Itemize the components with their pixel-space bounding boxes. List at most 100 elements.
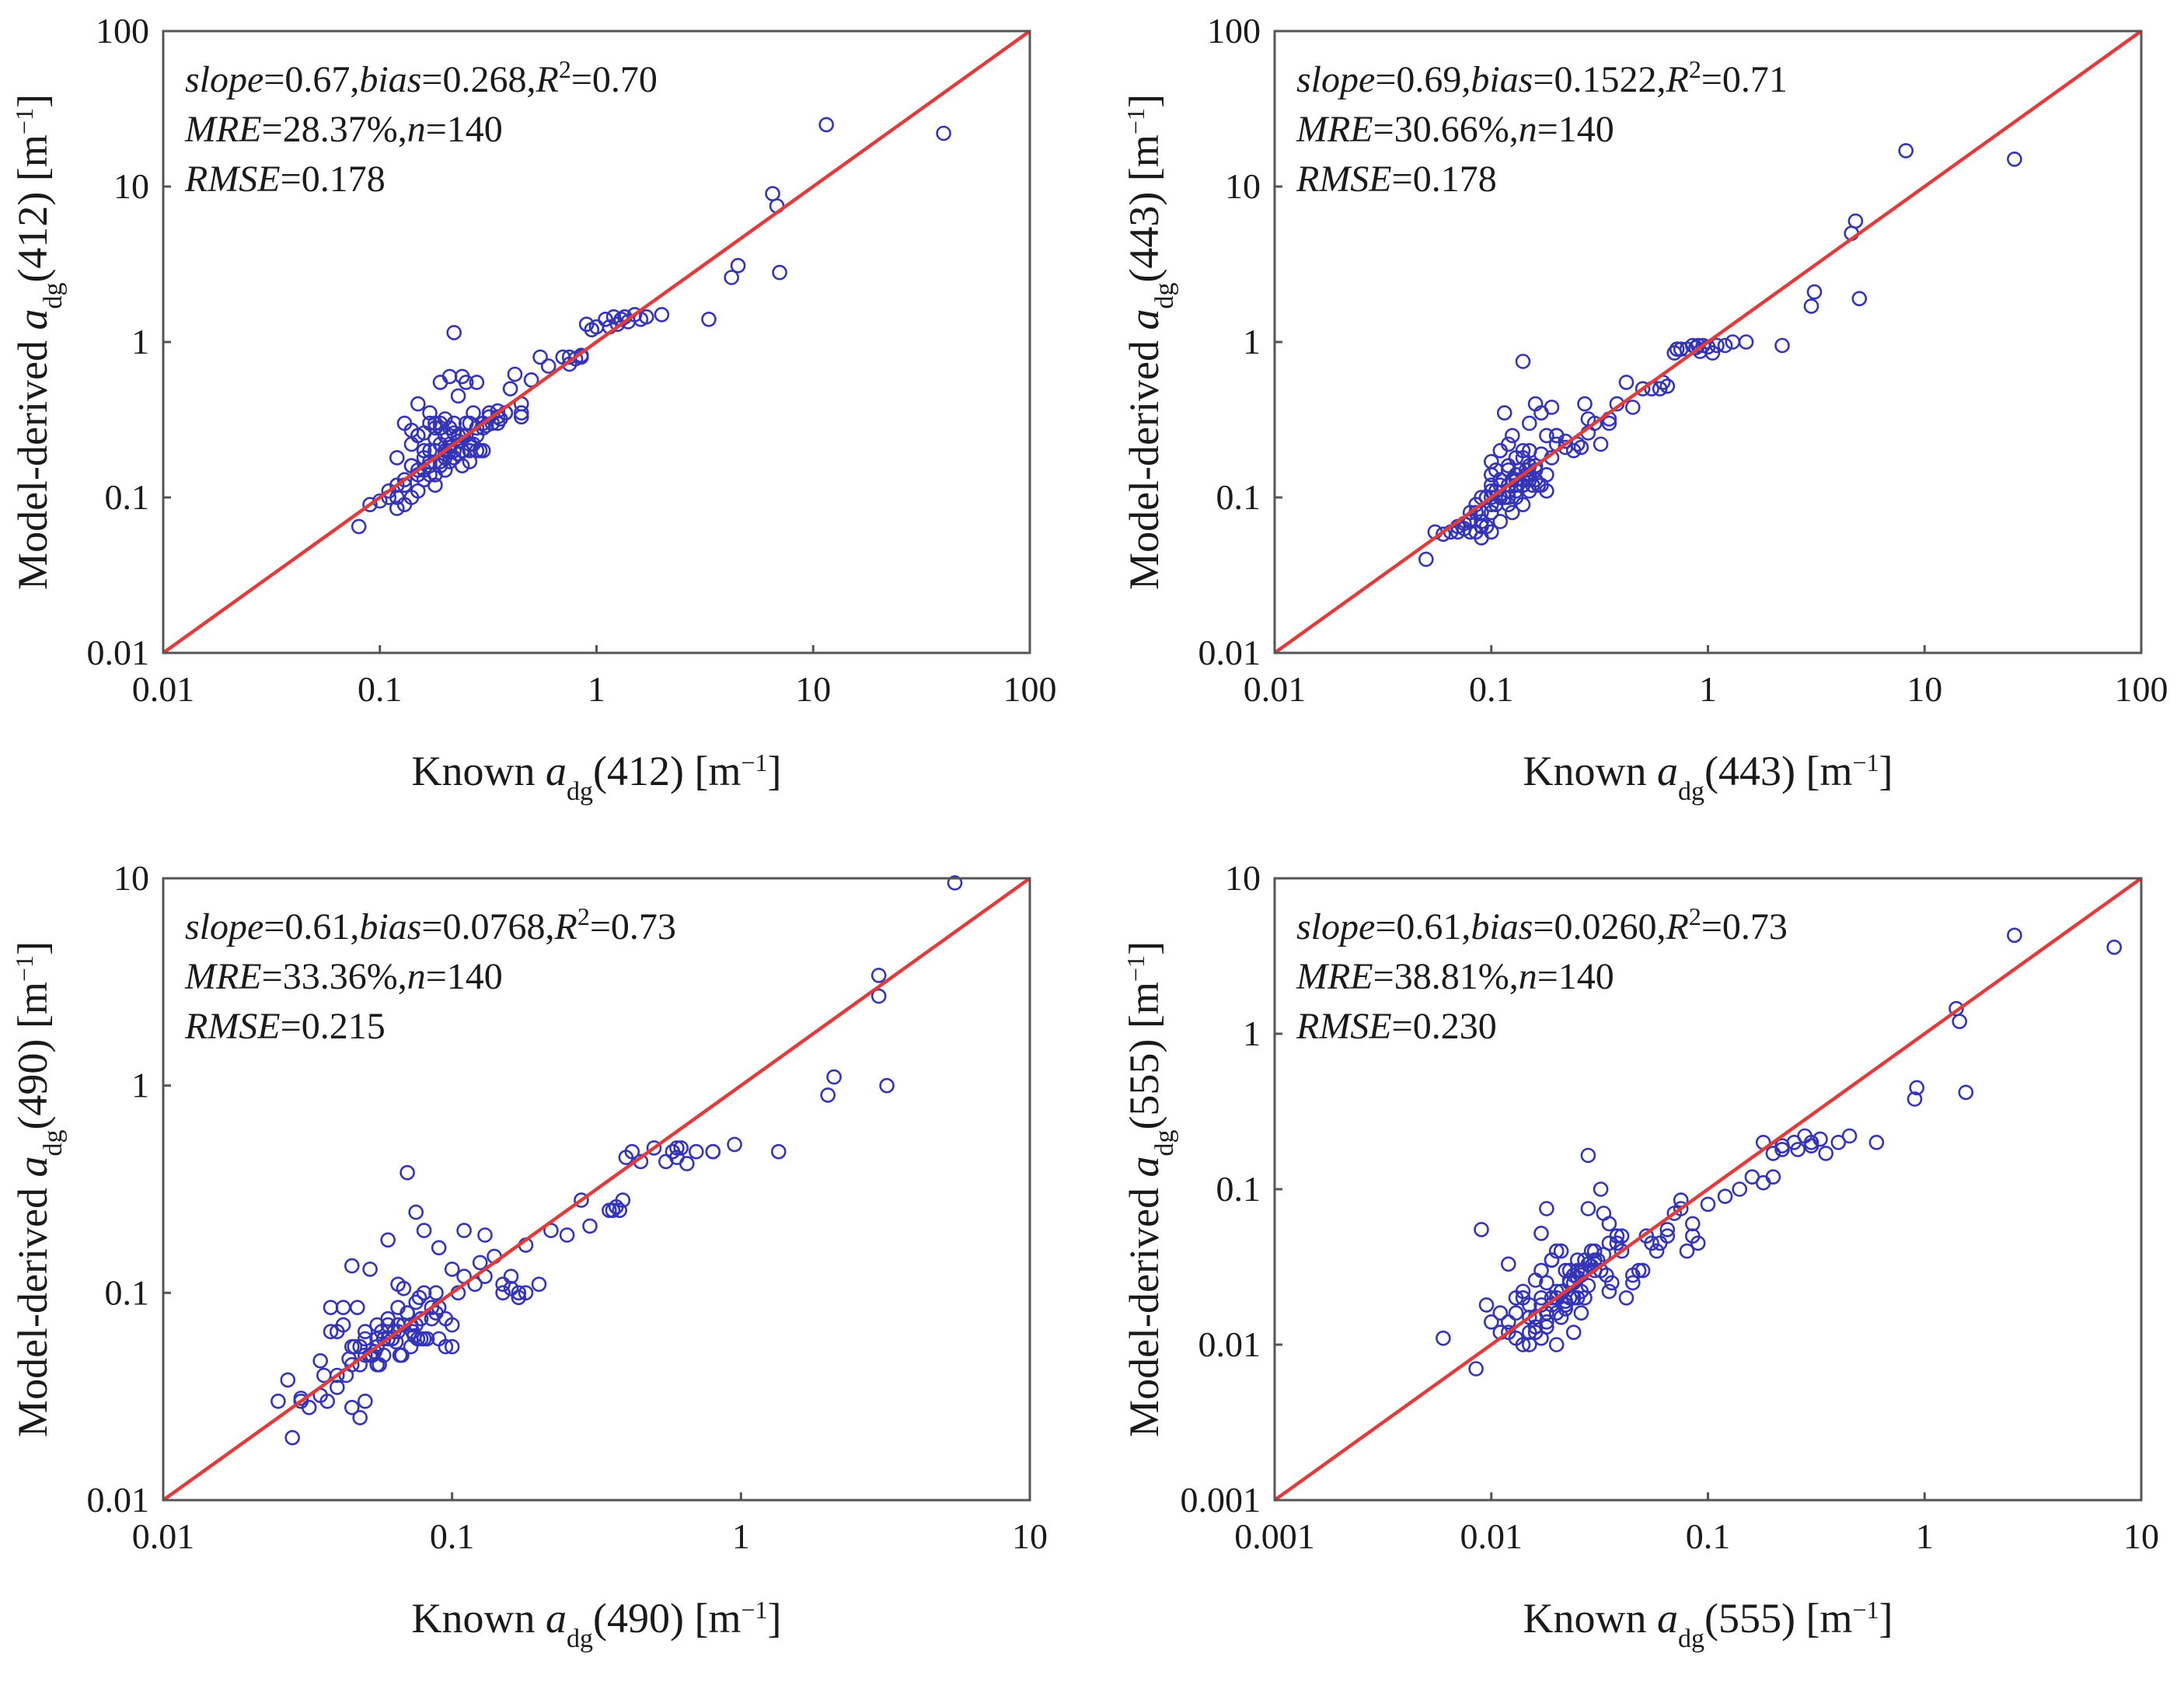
scatter-point xyxy=(1539,1201,1554,1216)
x-tick-label: 0.1 xyxy=(1686,1516,1731,1556)
scatter-point xyxy=(357,1347,373,1363)
scatter-point xyxy=(503,1280,519,1296)
y-tick-label: 100 xyxy=(96,11,149,51)
scatter-point xyxy=(1631,1262,1647,1279)
scatter-point xyxy=(1851,291,1868,307)
scatter-point xyxy=(396,472,413,488)
scatter-point xyxy=(495,1285,511,1301)
scatter-point xyxy=(427,415,443,431)
x-tick-label: 10 xyxy=(1907,669,1942,709)
y-tick-label: 0.1 xyxy=(1216,1169,1261,1209)
scatter-point xyxy=(820,1087,836,1103)
scatter-point xyxy=(1478,1297,1495,1313)
scatter-point xyxy=(582,1218,598,1234)
scatter-point xyxy=(270,1394,286,1409)
panel-443: 0.01 0.1 1 10 100 0.01 0.1 1 10 100 slope=0.69,bi… xyxy=(1121,11,2168,806)
scatter-point xyxy=(1474,518,1489,535)
scatter-point xyxy=(1515,354,1531,369)
scatter-point xyxy=(1522,483,1537,499)
x-tick-label: 10 xyxy=(1012,1516,1048,1556)
scatter-point xyxy=(1501,1256,1516,1272)
scatter-point xyxy=(870,968,887,983)
scatter-point xyxy=(531,1276,547,1293)
axis-ticks: 0.01 0.1 1 10 0.01 0.1 1 10 xyxy=(87,858,1048,1556)
scatter-point xyxy=(1685,1216,1701,1232)
scatter-point xyxy=(1539,1275,1554,1291)
scatter-point xyxy=(730,257,746,274)
y-tick-label: 0.001 xyxy=(1181,1480,1261,1520)
scatter-point xyxy=(1539,427,1554,444)
scatter-point xyxy=(410,396,426,412)
scatter-point xyxy=(1508,1290,1524,1306)
scatter-point xyxy=(1732,1181,1747,1197)
scatter-point xyxy=(1806,284,1823,300)
scatter-point xyxy=(351,518,367,535)
scatter-point xyxy=(1614,1228,1630,1244)
scatter-point xyxy=(280,1372,296,1388)
scatter-point xyxy=(624,1143,640,1160)
stats-annotation: slope=0.67,bias=0.268,R2=0.70 MRE=28.37%… xyxy=(184,55,658,200)
scatter-point xyxy=(410,1331,426,1347)
scatter-point xyxy=(879,1077,895,1094)
scatter-point xyxy=(1803,1135,1819,1150)
x-tick-label: 0.01 xyxy=(1244,669,1307,709)
stats-line-1: slope=0.69,bias=0.1522,R2=0.71 xyxy=(1296,55,1788,100)
scatter-point xyxy=(416,1285,432,1301)
scatter-point xyxy=(427,477,443,494)
scatter-point xyxy=(503,1268,519,1284)
scatter-point xyxy=(2007,152,2022,167)
y-tick-label: 1 xyxy=(131,1066,149,1105)
identity-line xyxy=(162,877,1031,1502)
scatter-point xyxy=(1659,1222,1676,1237)
scatter-point xyxy=(1774,1138,1790,1153)
scatter-point xyxy=(406,1328,422,1344)
scatter-point xyxy=(428,1285,444,1301)
scatter-point xyxy=(1501,462,1516,478)
scatter-point xyxy=(1533,1290,1549,1306)
scatter-point xyxy=(362,1262,378,1277)
scatter-point xyxy=(654,306,670,323)
stats-line-3: RMSE=0.178 xyxy=(1296,159,1497,200)
y-tick-label: 1 xyxy=(1243,1014,1261,1053)
scatter-point xyxy=(688,1143,704,1160)
scatter-point xyxy=(381,483,397,499)
scatter-point xyxy=(1583,1243,1600,1259)
scatter-point xyxy=(540,358,556,374)
scatter-point xyxy=(1474,514,1489,529)
stats-annotation: slope=0.69,bias=0.1522,R2=0.71 MRE=30.66… xyxy=(1296,55,1788,200)
scatter-point xyxy=(936,125,951,141)
identity-line xyxy=(1273,30,2143,654)
panel-555: 0.001 0.01 0.1 1 10 0.001 0.01 0.1 1 10 slope=0.6… xyxy=(1121,858,2159,1653)
scatter-point xyxy=(1580,1201,1596,1216)
scatter-point xyxy=(518,1285,534,1301)
scatter-point xyxy=(1717,337,1733,354)
scatter-point xyxy=(513,405,529,421)
scatter-point xyxy=(437,411,453,427)
scatter-point xyxy=(1765,1169,1781,1185)
scatter-point xyxy=(388,1334,404,1350)
scatter-point xyxy=(444,1262,460,1277)
y-tick-label: 0.01 xyxy=(1198,633,1261,672)
scatter-point xyxy=(422,442,438,459)
scatter-point xyxy=(416,1331,432,1347)
scatter-point xyxy=(507,366,523,382)
y-tick-label: 1 xyxy=(1243,322,1261,361)
scatter-point xyxy=(1484,1314,1499,1330)
scatter-point xyxy=(1618,1290,1635,1306)
y-tick-label: 1 xyxy=(131,322,149,361)
x-tick-label: 1 xyxy=(588,669,605,709)
scatter-point xyxy=(559,1227,575,1243)
scatter-point xyxy=(472,1255,488,1271)
scatter-point xyxy=(396,1280,412,1296)
scatter-point xyxy=(502,381,518,397)
scatter-point xyxy=(724,270,740,285)
panel-412: 0.01 0.1 1 10 100 0.01 0.1 1 10 100 slope=0.67,bi… xyxy=(9,11,1057,806)
x-tick-label: 10 xyxy=(795,669,831,709)
scatter-point xyxy=(1690,1235,1706,1251)
scatter-point xyxy=(727,1136,742,1153)
stats-line-1: slope=0.61,bias=0.0768,R2=0.73 xyxy=(185,902,676,947)
scatter-point xyxy=(1593,1181,1609,1197)
scatter-point xyxy=(403,436,420,452)
axis-ticks: 0.01 0.1 1 10 100 0.01 0.1 1 10 100 xyxy=(87,11,1057,709)
scatter-point xyxy=(1666,345,1683,361)
